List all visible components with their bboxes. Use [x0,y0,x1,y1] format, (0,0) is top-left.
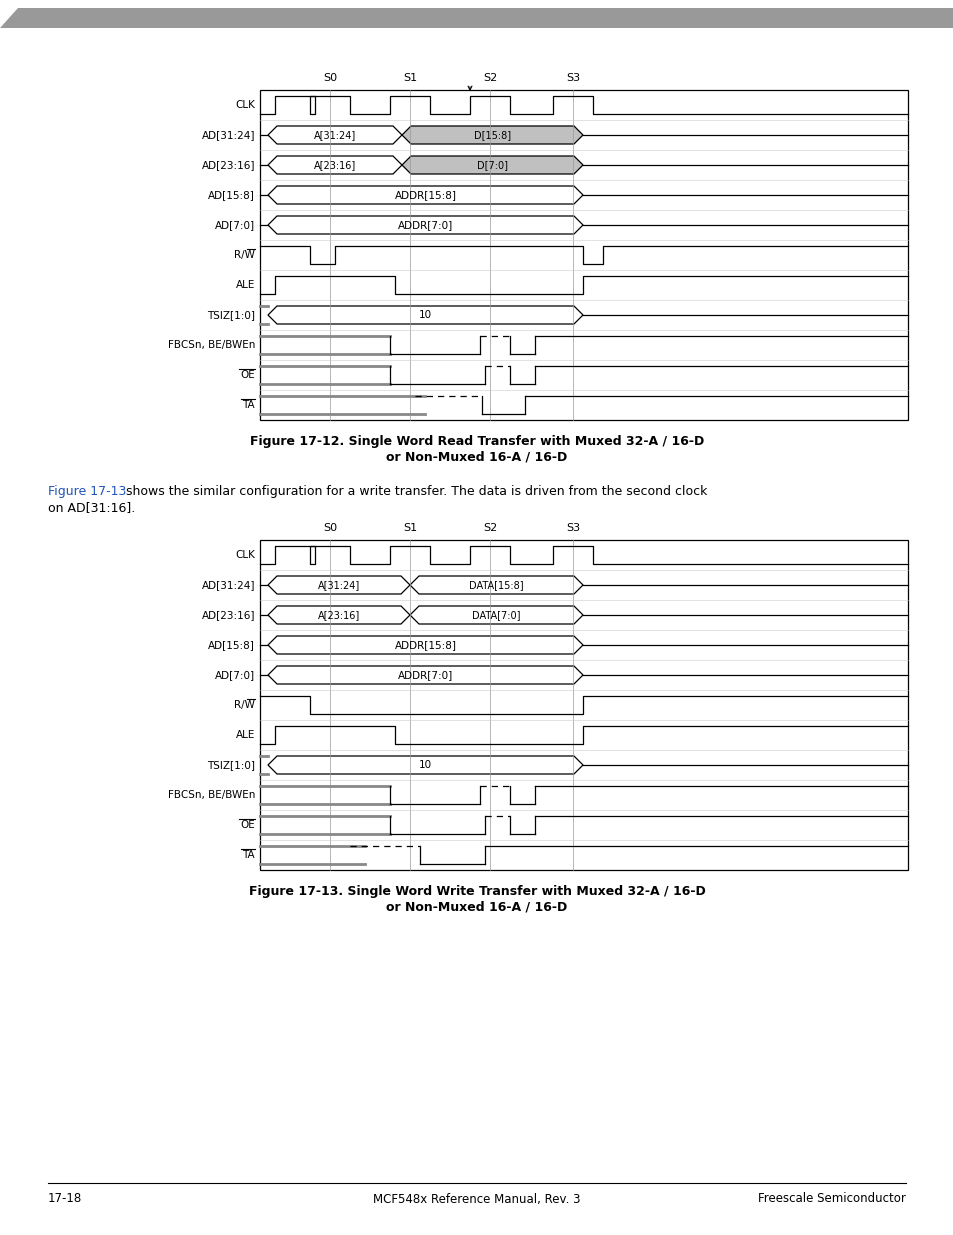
Text: OE: OE [240,370,254,380]
Text: A[23:16]: A[23:16] [314,161,355,170]
Text: D[7:0]: D[7:0] [476,161,507,170]
Text: S3: S3 [565,522,579,534]
Bar [0,7,953,28]
Polygon shape [410,576,582,594]
Text: S0: S0 [323,522,336,534]
Text: R/W: R/W [233,249,254,261]
Polygon shape [401,126,582,144]
Polygon shape [0,7,18,28]
Polygon shape [268,636,582,655]
Text: AD[15:8]: AD[15:8] [208,190,254,200]
Polygon shape [268,756,582,774]
Text: A[31:24]: A[31:24] [314,130,355,140]
Bar [260,540,907,869]
Text: on AD[31:16].: on AD[31:16]. [48,501,135,515]
Text: ADDR[7:0]: ADDR[7:0] [397,671,453,680]
Text: S2: S2 [482,522,497,534]
Text: or Non-Muxed 16-A / 16-D: or Non-Muxed 16-A / 16-D [386,451,567,463]
Polygon shape [410,606,582,624]
Text: AD[31:24]: AD[31:24] [201,130,254,140]
Text: AD[23:16]: AD[23:16] [201,610,254,620]
Text: A[31:24]: A[31:24] [317,580,359,590]
Text: AD[7:0]: AD[7:0] [214,671,254,680]
Text: DATA[7:0]: DATA[7:0] [472,610,520,620]
Text: CLK: CLK [234,550,254,559]
Text: S1: S1 [402,522,416,534]
Text: AD[23:16]: AD[23:16] [201,161,254,170]
Text: Figure 17-13. Single Word Write Transfer with Muxed 32-A / 16-D: Figure 17-13. Single Word Write Transfer… [249,885,704,899]
Polygon shape [401,156,582,174]
Text: MCF548x Reference Manual, Rev. 3: MCF548x Reference Manual, Rev. 3 [373,1193,580,1205]
Polygon shape [268,606,410,624]
Polygon shape [268,216,582,233]
Text: ALE: ALE [235,280,254,290]
Text: 10: 10 [418,310,432,320]
Text: ADDR[15:8]: ADDR[15:8] [395,640,456,650]
Text: shows the similar configuration for a write transfer. The data is driven from th: shows the similar configuration for a wr… [122,485,706,499]
Text: S3: S3 [565,73,579,83]
Text: or Non-Muxed 16-A / 16-D: or Non-Muxed 16-A / 16-D [386,900,567,914]
Text: AD[15:8]: AD[15:8] [208,640,254,650]
Text: FBCSn, BE/BWEn: FBCSn, BE/BWEn [168,340,254,350]
Text: S1: S1 [402,73,416,83]
Text: DATA[15:8]: DATA[15:8] [469,580,523,590]
Text: Figure 17-12. Single Word Read Transfer with Muxed 32-A / 16-D: Figure 17-12. Single Word Read Transfer … [250,436,703,448]
Text: S0: S0 [323,73,336,83]
Text: A[23:16]: A[23:16] [317,610,359,620]
Text: Figure 17-13: Figure 17-13 [48,485,126,499]
Text: Freescale Semiconductor: Freescale Semiconductor [758,1193,905,1205]
Text: S2: S2 [482,73,497,83]
Polygon shape [268,186,582,204]
Text: D[15:8]: D[15:8] [474,130,511,140]
Text: AD[7:0]: AD[7:0] [214,220,254,230]
Text: ADDR[15:8]: ADDR[15:8] [395,190,456,200]
Polygon shape [268,576,410,594]
Text: R/W: R/W [233,700,254,710]
Polygon shape [268,306,582,324]
Text: CLK: CLK [234,100,254,110]
Text: TA: TA [242,850,254,860]
Text: ALE: ALE [235,730,254,740]
Text: 10: 10 [418,760,432,769]
Polygon shape [268,126,401,144]
Text: AD[31:24]: AD[31:24] [201,580,254,590]
Text: ADDR[7:0]: ADDR[7:0] [397,220,453,230]
Text: 17-18: 17-18 [48,1193,82,1205]
Polygon shape [268,156,401,174]
Text: TA: TA [242,400,254,410]
Text: TSIZ[1:0]: TSIZ[1:0] [207,310,254,320]
Text: TSIZ[1:0]: TSIZ[1:0] [207,760,254,769]
Text: OE: OE [240,820,254,830]
Text: FBCSn, BE/BWEn: FBCSn, BE/BWEn [168,790,254,800]
Polygon shape [268,666,582,684]
Bar [260,90,907,420]
